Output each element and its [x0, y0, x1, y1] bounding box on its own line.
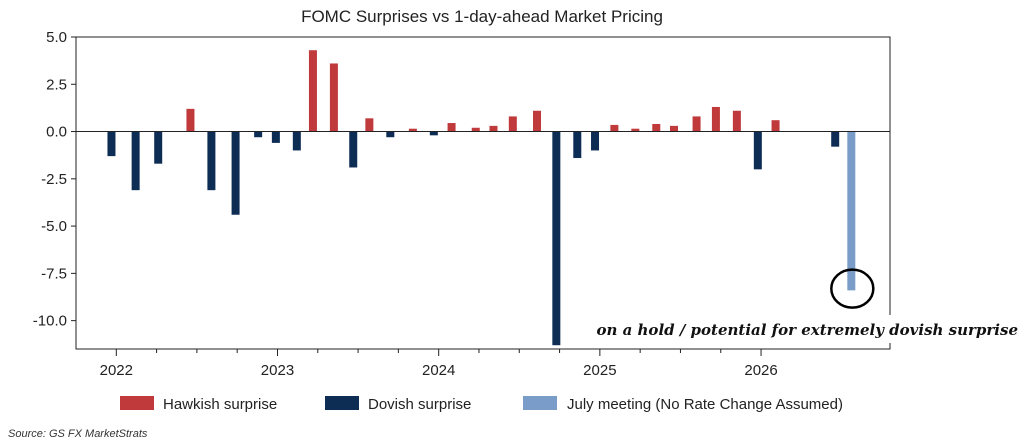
hawkish-bar [670, 125, 679, 132]
y-tick-label: -10.0 [33, 313, 67, 330]
dovish-bar [107, 131, 116, 157]
y-axis: 5.0 2.5 0.0 -2.5 -5.0 -7.5 -10.0 [33, 29, 76, 330]
y-tick-label: 0.0 [46, 124, 67, 141]
hawkish-bar [365, 118, 374, 132]
dovish-bar [591, 131, 600, 151]
x-tick-label: 2022 [100, 362, 133, 379]
dovish-bar [207, 131, 216, 191]
highlight-circle [830, 268, 875, 309]
hawkish-bar [186, 108, 195, 132]
july-meeting-bar [847, 131, 856, 291]
source-note: Source: GS FX MarketStrats [8, 428, 148, 440]
hawkish-bar [652, 123, 661, 132]
hawkish-bar [508, 116, 517, 132]
hawkish-bar [408, 128, 417, 132]
annotation-text: on a hold / potential for extremely dovi… [596, 321, 1018, 339]
y-tick-label: -5.0 [41, 218, 67, 235]
dovish-bar [831, 131, 840, 147]
x-tick-label: 2026 [744, 362, 777, 379]
dovish-bar [349, 131, 358, 168]
legend-swatch-hawkish [120, 396, 154, 410]
hawkish-bar [631, 128, 640, 132]
dovish-bar [271, 131, 280, 143]
hawkish-bar [489, 125, 498, 132]
dovish-bar [429, 131, 438, 136]
dovish-bar [552, 131, 561, 346]
hawkish-bar [692, 116, 701, 132]
dovish-bar [154, 131, 163, 164]
y-tick-label: 2.5 [46, 76, 67, 93]
legend-label-dovish: Dovish surprise [368, 396, 471, 413]
bars [107, 50, 856, 346]
chart-title: FOMC Surprises vs 1-day-ahead Market Pri… [301, 7, 663, 26]
hawkish-bar [732, 110, 741, 132]
hawkish-bar [610, 124, 619, 132]
plot-frame [75, 36, 891, 350]
x-tick-label: 2025 [583, 362, 616, 379]
hawkish-bar [308, 50, 317, 132]
x-tick-label: 2023 [261, 362, 294, 379]
legend: Hawkish surprise Dovish surprise July meet… [120, 396, 843, 413]
legend-label-hawkish: Hawkish surprise [163, 396, 277, 413]
hawkish-bar [329, 63, 338, 132]
dovish-bar [131, 131, 140, 191]
x-axis: 2022 2023 2024 2025 2026 [100, 349, 778, 379]
dovish-bar [753, 131, 762, 170]
dovish-bar [386, 131, 395, 138]
y-tick-label: -2.5 [41, 171, 67, 188]
hawkish-bar [471, 127, 480, 132]
legend-label-july: July meeting (No Rate Change Assumed) [567, 396, 843, 413]
y-tick-label: -7.5 [41, 265, 67, 282]
legend-swatch-dovish [325, 396, 359, 410]
hawkish-bar [711, 106, 720, 132]
legend-swatch-july [523, 396, 557, 410]
hawkish-bar [447, 123, 456, 132]
dovish-bar [573, 131, 582, 159]
hawkish-bar [532, 110, 541, 132]
dovish-bar [254, 131, 263, 138]
x-tick-label: 2024 [422, 362, 455, 379]
y-tick-label: 5.0 [46, 29, 67, 46]
hawkish-bar [771, 120, 780, 132]
annotation-background [578, 315, 1020, 343]
dovish-bar [231, 131, 240, 215]
dovish-bar [292, 131, 301, 151]
